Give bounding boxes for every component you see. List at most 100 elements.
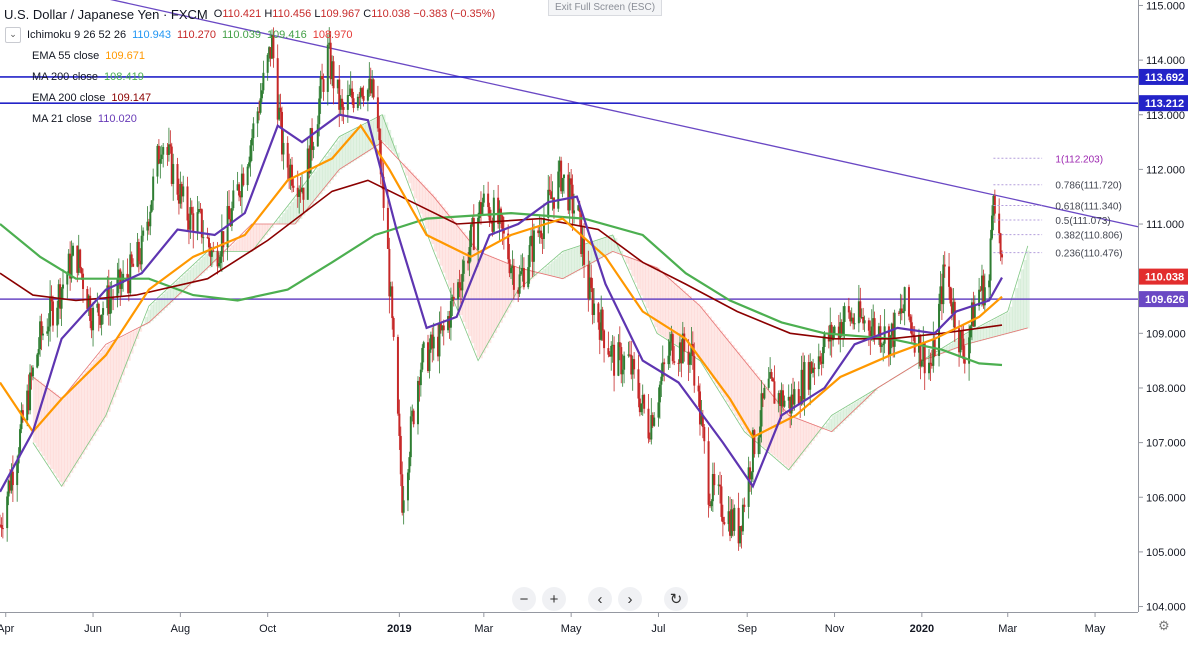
cloud-segment: [972, 330, 975, 343]
candle-body: [640, 403, 642, 412]
fib-price: 111.073: [1073, 216, 1108, 227]
cloud-segment: [551, 261, 554, 276]
cloud-segment: [239, 237, 242, 252]
candle-body: [924, 343, 926, 373]
cloud-segment: [44, 386, 47, 461]
candle-body: [911, 322, 913, 334]
cloud-segment: [606, 237, 609, 255]
candle-body: [219, 257, 221, 263]
cloud-segment: [568, 249, 571, 275]
cloud-segment: [73, 385, 76, 468]
candle-body: [844, 306, 846, 322]
legend-indicator-value: 109.416: [267, 29, 307, 41]
cloud-segment: [646, 264, 649, 309]
candle-body: [803, 362, 805, 399]
cloud-segment: [1015, 288, 1018, 332]
candle-body: [793, 389, 795, 404]
candle-body: [62, 285, 64, 289]
plus-icon[interactable]: +: [542, 587, 566, 611]
candle-body: [673, 361, 675, 363]
chevron-right-icon[interactable]: ›: [618, 587, 642, 611]
candle-body: [29, 373, 31, 411]
toolbar-spacer: [572, 587, 582, 611]
cloud-segment: [749, 366, 752, 436]
candle-body: [1001, 254, 1003, 257]
candle-body: [751, 472, 753, 479]
candle-body: [417, 381, 419, 424]
chevron-down-icon[interactable]: ⌄: [5, 27, 21, 43]
fib-ratio: 0.236: [1055, 249, 1080, 260]
candle-body: [874, 318, 876, 335]
price-axis-label: 113.000: [1146, 110, 1185, 122]
cloud-segment: [64, 395, 67, 482]
candle-body: [772, 378, 774, 381]
candle-body: [667, 356, 669, 364]
candle-body: [6, 496, 8, 528]
candle-body: [722, 517, 724, 522]
minus-icon[interactable]: −: [512, 587, 536, 611]
cloud-segment: [697, 303, 700, 359]
cloud-segment: [110, 342, 113, 404]
exit-fullscreen-button[interactable]: Exit Full Screen (ESC): [548, 0, 662, 16]
last-price-tag: 110.038: [1145, 272, 1184, 284]
cloud-segment: [574, 248, 577, 273]
reset-icon[interactable]: ↻: [664, 587, 688, 611]
candle-body: [689, 354, 691, 364]
cloud-segment: [709, 317, 712, 375]
candle-body: [572, 185, 574, 214]
candle-body: [192, 213, 194, 232]
time-axis-label: Jun: [84, 623, 102, 635]
candle-body: [132, 264, 134, 267]
candle-body: [942, 265, 944, 305]
high-value: 110.456: [272, 8, 311, 20]
low-value: 109.967: [320, 8, 360, 20]
cloud-segment: [643, 262, 646, 301]
cloud-segment: [674, 283, 677, 344]
chevron-left-icon[interactable]: ‹: [588, 587, 612, 611]
cloud-segment: [743, 359, 746, 430]
candle-body: [152, 177, 154, 201]
candle-body: [202, 237, 204, 238]
candle-body: [597, 304, 599, 323]
legend-indicator-value: 108.419: [104, 71, 144, 83]
candle-body: [819, 356, 821, 361]
cloud-segment: [359, 126, 362, 156]
candle-body: [182, 186, 184, 196]
candle-body: [771, 372, 773, 378]
cloud-segment: [96, 357, 99, 432]
cloud-segment: [989, 321, 992, 338]
candle-body: [287, 143, 289, 168]
candle-body: [450, 301, 452, 328]
candle-body: [990, 238, 992, 280]
candle-body: [617, 342, 619, 376]
candle-body: [643, 395, 645, 409]
fib-level-label: 0.618(111.340): [1055, 201, 1121, 212]
candle-body: [408, 457, 410, 472]
candle-body: [710, 501, 712, 506]
candle-body: [413, 411, 415, 425]
candle-body: [974, 306, 976, 326]
gear-icon[interactable]: ⚙: [1158, 618, 1170, 634]
cloud-segment: [998, 317, 1001, 336]
candle-body: [773, 381, 775, 403]
cloud-segment: [251, 225, 254, 251]
candle-body: [879, 326, 881, 347]
candle-body: [302, 188, 304, 200]
cloud-segment: [122, 336, 125, 375]
candle-body: [41, 321, 43, 335]
candle-body: [529, 245, 531, 267]
cloud-segment: [571, 249, 574, 275]
time-axis-label: 2020: [910, 623, 934, 635]
cloud-segment: [706, 313, 709, 370]
candle-body: [282, 143, 284, 155]
time-axis-label: Oct: [259, 623, 276, 635]
candle-body: [1000, 233, 1002, 254]
candle-body: [653, 418, 655, 426]
candle-body: [842, 322, 844, 335]
cloud-segment: [651, 266, 654, 321]
cloud-segment: [600, 239, 603, 258]
cloud-segment: [554, 259, 557, 277]
candle-body: [562, 178, 564, 191]
candle-body: [393, 318, 395, 337]
